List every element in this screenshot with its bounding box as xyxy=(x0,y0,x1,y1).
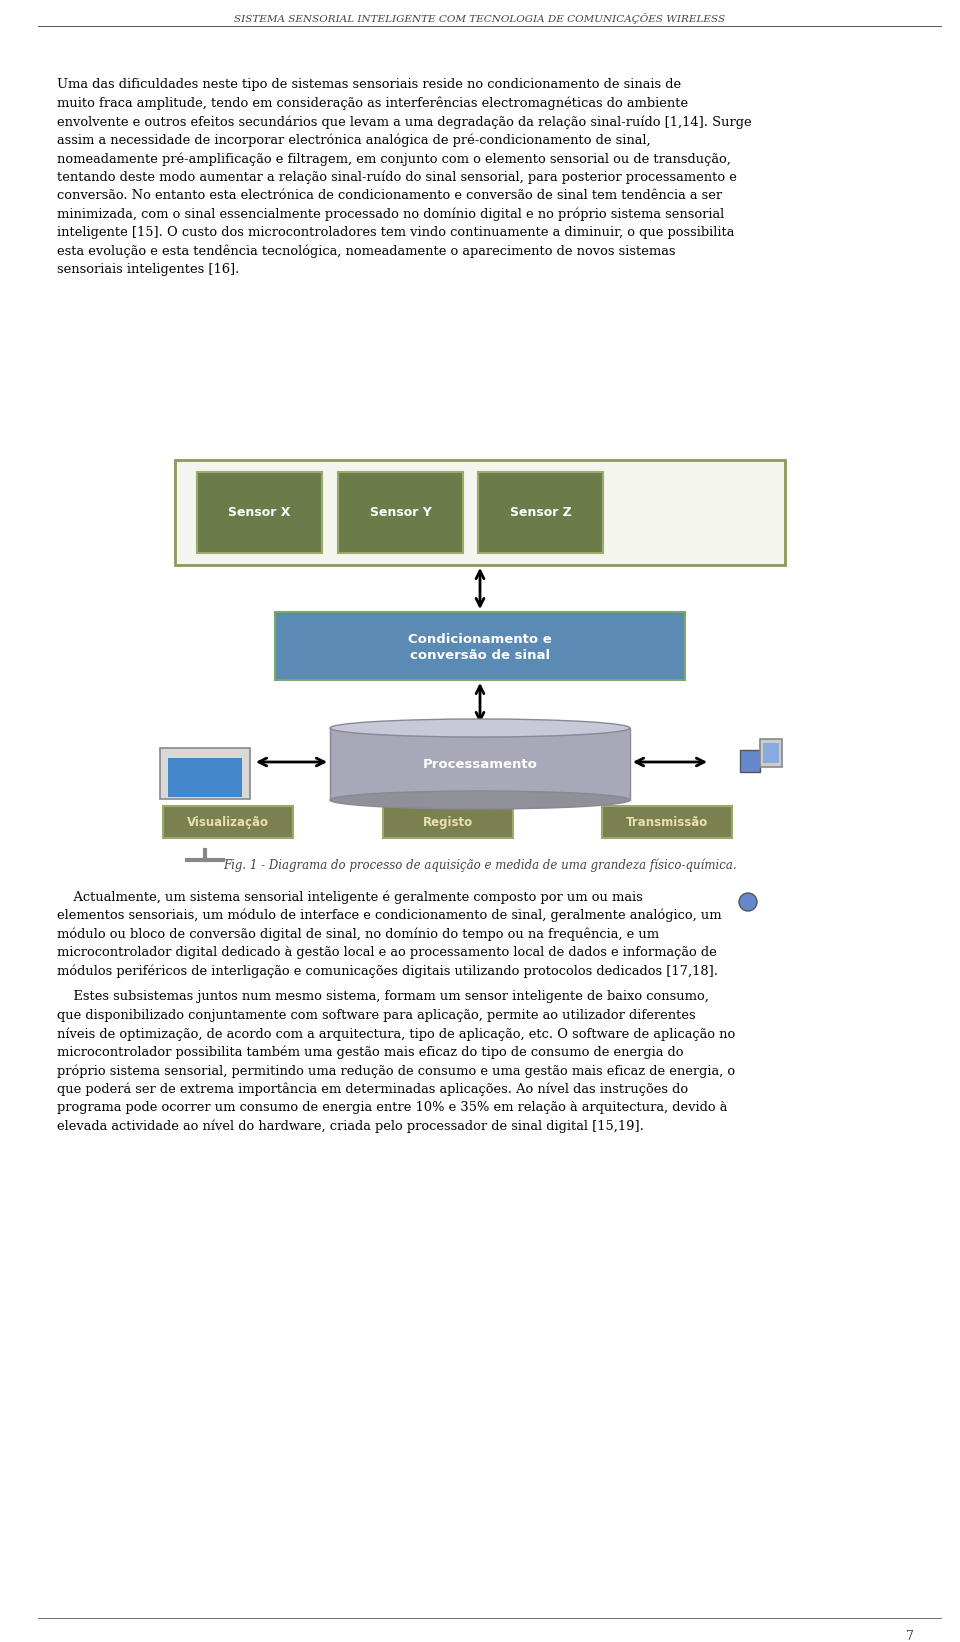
Bar xyxy=(763,742,779,764)
Bar xyxy=(338,471,463,553)
Text: Sensor Z: Sensor Z xyxy=(510,506,571,519)
Text: tentando deste modo aumentar a relação sinal-ruído do sinal sensorial, para post: tentando deste modo aumentar a relação s… xyxy=(57,171,737,184)
Text: programa pode ocorrer um consumo de energia entre 10% e 35% em relação à arquite: programa pode ocorrer um consumo de ener… xyxy=(57,1102,728,1113)
Text: Fig. 1 - Diagrama do processo de aquisição e medida de uma grandeza físico-quími: Fig. 1 - Diagrama do processo de aquisiç… xyxy=(223,859,737,872)
Bar xyxy=(740,750,760,772)
Text: conversão de sinal: conversão de sinal xyxy=(410,649,550,662)
Text: módulos periféricos de interligação e comunicações digitais utilizando protocolo: módulos periféricos de interligação e co… xyxy=(57,964,718,977)
Text: módulo ou bloco de conversão digital de sinal, no domínio do tempo ou na frequên: módulo ou bloco de conversão digital de … xyxy=(57,928,660,941)
Text: conversão. No entanto esta electrónica de condicionamento e conversão de sinal t: conversão. No entanto esta electrónica d… xyxy=(57,189,722,202)
Text: microcontrolador digital dedicado à gestão local e ao processamento local de dad: microcontrolador digital dedicado à gest… xyxy=(57,946,717,959)
Ellipse shape xyxy=(330,791,630,810)
Text: níveis de optimização, de acordo com a arquitectura, tipo de aplicação, etc. O s: níveis de optimização, de acordo com a a… xyxy=(57,1026,735,1041)
Text: Estes subsistemas juntos num mesmo sistema, formam um sensor inteligente de baix: Estes subsistemas juntos num mesmo siste… xyxy=(57,990,708,1003)
Text: Visualização: Visualização xyxy=(187,816,269,829)
Bar xyxy=(760,739,782,767)
Text: Processamento: Processamento xyxy=(422,757,538,770)
Bar xyxy=(330,727,630,800)
Ellipse shape xyxy=(330,719,630,737)
Bar xyxy=(478,471,603,553)
Bar xyxy=(163,806,293,837)
Text: esta evolução e esta tendência tecnológica, nomeadamente o aparecimento de novos: esta evolução e esta tendência tecnológi… xyxy=(57,245,676,258)
Text: minimizada, com o sinal essencialmente processado no domínio digital e no própri: minimizada, com o sinal essencialmente p… xyxy=(57,207,724,222)
Text: Sensor X: Sensor X xyxy=(228,506,291,519)
Text: muito fraca amplitude, tendo em consideração as interferências electromagnéticas: muito fraca amplitude, tendo em consider… xyxy=(57,97,688,110)
Text: envolvente e outros efeitos secundários que levam a uma degradação da relação si: envolvente e outros efeitos secundários … xyxy=(57,115,752,128)
Text: 7: 7 xyxy=(906,1631,914,1642)
Text: Sensor Y: Sensor Y xyxy=(370,506,431,519)
Bar xyxy=(383,806,513,837)
Text: nomeadamente pré-amplificação e filtragem, em conjunto com o elemento sensorial : nomeadamente pré-amplificação e filtrage… xyxy=(57,153,731,166)
Text: Condicionamento e: Condicionamento e xyxy=(408,632,552,645)
Bar xyxy=(275,612,685,680)
Text: Actualmente, um sistema sensorial inteligente é geralmente composto por um ou ma: Actualmente, um sistema sensorial inteli… xyxy=(57,890,643,903)
Text: Transmissão: Transmissão xyxy=(626,816,708,829)
Text: próprio sistema sensorial, permitindo uma redução de consumo e uma gestão mais e: próprio sistema sensorial, permitindo um… xyxy=(57,1064,735,1077)
Text: assim a necessidade de incorporar electrónica analógica de pré-condicionamento d: assim a necessidade de incorporar electr… xyxy=(57,133,651,148)
Text: SISTEMA SENSORIAL INTELIGENTE COM TECNOLOGIA DE COMUNICAÇÕES WIRELESS: SISTEMA SENSORIAL INTELIGENTE COM TECNOL… xyxy=(234,13,726,23)
Bar xyxy=(160,749,250,800)
Text: elevada actividade ao nível do hardware, criada pelo processador de sinal digita: elevada actividade ao nível do hardware,… xyxy=(57,1120,644,1133)
Text: que disponibilizado conjuntamente com software para aplicação, permite ao utiliz: que disponibilizado conjuntamente com so… xyxy=(57,1008,696,1021)
Bar xyxy=(168,759,242,796)
Text: elementos sensoriais, um módulo de interface e condicionamento de sinal, geralme: elementos sensoriais, um módulo de inter… xyxy=(57,908,722,923)
Bar xyxy=(602,806,732,837)
Text: sensoriais inteligentes [16].: sensoriais inteligentes [16]. xyxy=(57,263,239,276)
Text: microcontrolador possibilita também uma gestão mais eficaz do tipo de consumo de: microcontrolador possibilita também uma … xyxy=(57,1046,684,1059)
Text: inteligente [15]. O custo dos microcontroladores tem vindo continuamente a dimin: inteligente [15]. O custo dos microcontr… xyxy=(57,227,734,240)
Text: Registo: Registo xyxy=(423,816,473,829)
Bar xyxy=(197,471,322,553)
Text: que poderá ser de extrema importância em determinadas aplicações. Ao nível das i: que poderá ser de extrema importância em… xyxy=(57,1082,688,1095)
Bar xyxy=(175,460,785,565)
Ellipse shape xyxy=(739,893,757,911)
Text: Uma das dificuldades neste tipo de sistemas sensoriais reside no condicionamento: Uma das dificuldades neste tipo de siste… xyxy=(57,79,682,90)
